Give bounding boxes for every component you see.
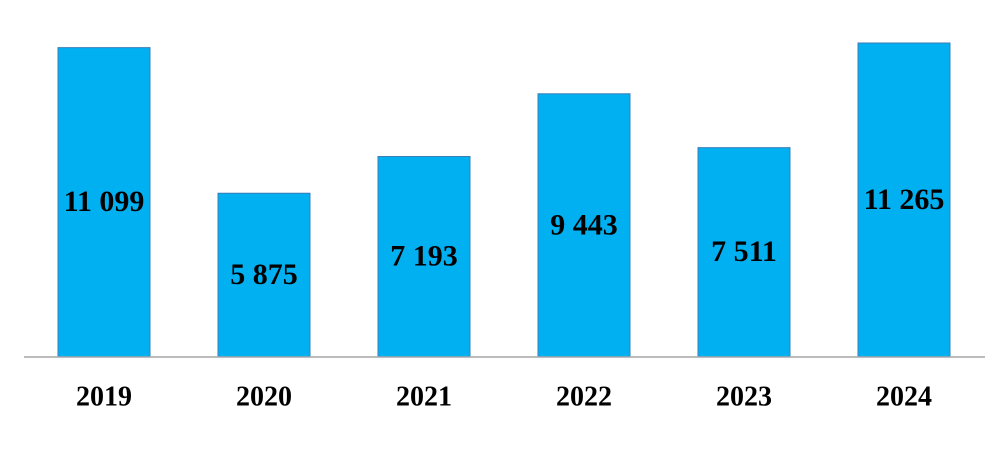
value-label: 7 511 (711, 235, 777, 268)
bar (377, 155, 471, 358)
x-tick-label: 2020 (236, 381, 292, 412)
bar (697, 147, 791, 358)
value-label: 7 193 (390, 240, 458, 273)
value-label: 9 443 (550, 208, 618, 241)
bar (537, 93, 631, 358)
bar (217, 192, 311, 358)
x-tick-label: 2024 (876, 381, 932, 412)
x-tick-label: 2019 (76, 381, 132, 412)
x-tick-label: 2023 (716, 381, 772, 412)
value-label: 5 875 (230, 258, 298, 291)
x-tick-label: 2022 (556, 381, 612, 412)
bar (857, 42, 951, 358)
bar (57, 47, 151, 358)
value-label: 11 099 (64, 185, 145, 218)
value-label: 11 265 (864, 183, 945, 216)
x-tick-label: 2021 (396, 381, 452, 412)
